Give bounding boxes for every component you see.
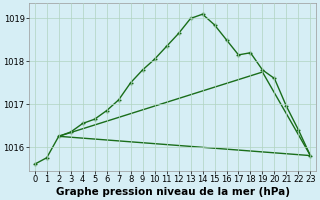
X-axis label: Graphe pression niveau de la mer (hPa): Graphe pression niveau de la mer (hPa) — [56, 187, 290, 197]
